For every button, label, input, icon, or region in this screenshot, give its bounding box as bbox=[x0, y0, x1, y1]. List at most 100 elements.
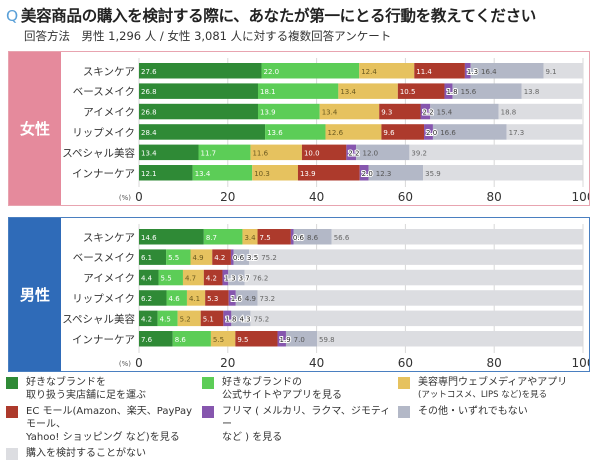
x-tick-label: 60 bbox=[398, 190, 413, 204]
bar-segment bbox=[198, 144, 251, 161]
page-title: Q 美容商品の購入を検討する際に、あなたが第一にとる行動を教えてください bbox=[6, 4, 536, 26]
bar-segment bbox=[265, 124, 326, 140]
legend-label: 美容専門ウェブメディアやアプリ (アットコスメ、LIPS など)を見る bbox=[418, 376, 594, 402]
bar-segment bbox=[242, 229, 258, 245]
data-label: 13.4 bbox=[322, 109, 338, 117]
data-label: 4.4 bbox=[141, 275, 153, 283]
bar-segment bbox=[464, 63, 471, 79]
data-label: 13.4 bbox=[340, 88, 356, 96]
data-label: 6.2 bbox=[141, 295, 152, 303]
data-label: 12.1 bbox=[141, 170, 157, 178]
legend-line: など ) を見る bbox=[222, 432, 283, 443]
category-label: アイメイク bbox=[83, 107, 135, 119]
legend-line: (アットコスメ、LIPS など)を見る bbox=[418, 390, 548, 400]
legend-swatch bbox=[398, 377, 410, 389]
data-label: 9.6 bbox=[383, 129, 395, 137]
bar-segment bbox=[158, 269, 183, 286]
bar-segment bbox=[379, 103, 421, 120]
bar-segment bbox=[139, 165, 193, 181]
legend-line: 公式サイトやアプリを見る bbox=[222, 390, 342, 401]
data-label: 26.8 bbox=[141, 109, 157, 117]
male-panel: 男性 020406080100(%)スキンケア14.68.73.47.50.68… bbox=[8, 217, 590, 372]
data-label: 1.3 bbox=[224, 275, 235, 283]
x-tick-label: 100 bbox=[572, 356, 589, 370]
category-label: スキンケア bbox=[83, 232, 135, 244]
data-label: 8.6 bbox=[307, 234, 319, 242]
data-label: 7.5 bbox=[260, 234, 271, 242]
data-label: 4.1 bbox=[189, 295, 200, 303]
data-label: 56.6 bbox=[334, 234, 350, 242]
legend-line: Yahoo! ショッピング など)を見る bbox=[26, 432, 180, 443]
data-label: 10.3 bbox=[254, 170, 270, 178]
data-label: 12.6 bbox=[327, 129, 343, 137]
bar-segment bbox=[319, 103, 380, 120]
category-label: リップメイク bbox=[72, 293, 135, 305]
data-label: 9.5 bbox=[237, 336, 248, 344]
legend-line: 取り扱う実店舗に足を運ぶ bbox=[26, 390, 146, 401]
bar-segment bbox=[325, 124, 382, 140]
category-label: アイメイク bbox=[83, 273, 135, 285]
bar-segment bbox=[139, 249, 167, 265]
legend-line: 美容専門ウェブメディアやアプリ bbox=[418, 377, 568, 388]
data-label: 9.3 bbox=[381, 109, 392, 117]
category-label: ベースメイク bbox=[73, 252, 135, 264]
legend-item: 好きなブランドの 公式サイトやアプリを見る bbox=[202, 376, 398, 402]
data-label: 11.7 bbox=[200, 149, 216, 157]
data-label: 5.5 bbox=[213, 336, 224, 344]
bar-segment bbox=[228, 290, 236, 306]
category-label: スキンケア bbox=[83, 66, 135, 78]
bar-segment bbox=[157, 310, 178, 327]
bar-segment bbox=[223, 310, 232, 327]
data-label: 4.2 bbox=[206, 275, 217, 283]
data-label: 13.4 bbox=[141, 149, 157, 157]
bar-segment bbox=[205, 290, 229, 306]
data-label: 15.4 bbox=[437, 109, 453, 117]
data-label: 22.0 bbox=[264, 68, 280, 76]
data-label: 76.2 bbox=[253, 275, 269, 283]
legend-item: EC モール(Amazon、楽天、PayPay モール、 Yahoo! ショッピン… bbox=[6, 405, 202, 444]
legend-line: フリマ ( メルカリ、ラクマ、ジモティー bbox=[222, 406, 391, 430]
bar-segment bbox=[424, 124, 433, 140]
legend-item: 好きなブランドを 取り扱う実店舗に足を運ぶ bbox=[6, 376, 202, 402]
data-label: 4.5 bbox=[160, 315, 171, 323]
bar-segment bbox=[470, 63, 544, 79]
bar-segment bbox=[177, 310, 201, 327]
data-label: 4.9 bbox=[245, 295, 256, 303]
bar-segment bbox=[543, 63, 583, 79]
data-label: 10.5 bbox=[400, 88, 416, 96]
x-unit-label: (%) bbox=[119, 360, 131, 368]
legend-item: 購入を検討することがない bbox=[6, 447, 202, 460]
bar-segment bbox=[257, 83, 339, 99]
data-label: 1.3 bbox=[467, 68, 478, 76]
bar-segment bbox=[301, 144, 347, 161]
bar-segment bbox=[203, 269, 223, 286]
category-label: リップメイク bbox=[72, 127, 135, 139]
data-label: 16.4 bbox=[481, 68, 497, 76]
bar-segment bbox=[139, 124, 266, 140]
bar-segment bbox=[139, 269, 159, 286]
bar-segment bbox=[356, 144, 410, 161]
title-text: 美容商品の購入を検討する際に、あなたが第一にとる行動を教えてください bbox=[20, 7, 537, 25]
bar-segment bbox=[190, 249, 213, 265]
data-label: 4.7 bbox=[185, 275, 196, 283]
legend-label: 好きなブランドを 取り扱う実店舗に足を運ぶ bbox=[26, 376, 202, 402]
data-label: 7.0 bbox=[294, 336, 305, 344]
data-label: 4.2 bbox=[214, 254, 225, 262]
data-label: 26.8 bbox=[141, 88, 157, 96]
data-label: 75.2 bbox=[254, 315, 270, 323]
data-label: 4.9 bbox=[193, 254, 204, 262]
bar-segment bbox=[250, 310, 583, 327]
bar-segment bbox=[210, 331, 236, 347]
bar-segment bbox=[235, 331, 278, 347]
data-label: 13.6 bbox=[267, 129, 283, 137]
bar-segment bbox=[293, 229, 332, 245]
data-label: 11.4 bbox=[416, 68, 432, 76]
category-label: インナーケア bbox=[72, 334, 135, 346]
category-label: ベースメイク bbox=[73, 86, 135, 98]
bar-segment bbox=[290, 229, 294, 245]
bar-segment bbox=[166, 290, 187, 306]
bar-segment bbox=[285, 331, 318, 347]
bar-segment bbox=[244, 269, 583, 286]
bar-segment bbox=[498, 103, 583, 120]
data-label: 35.9 bbox=[425, 170, 441, 178]
